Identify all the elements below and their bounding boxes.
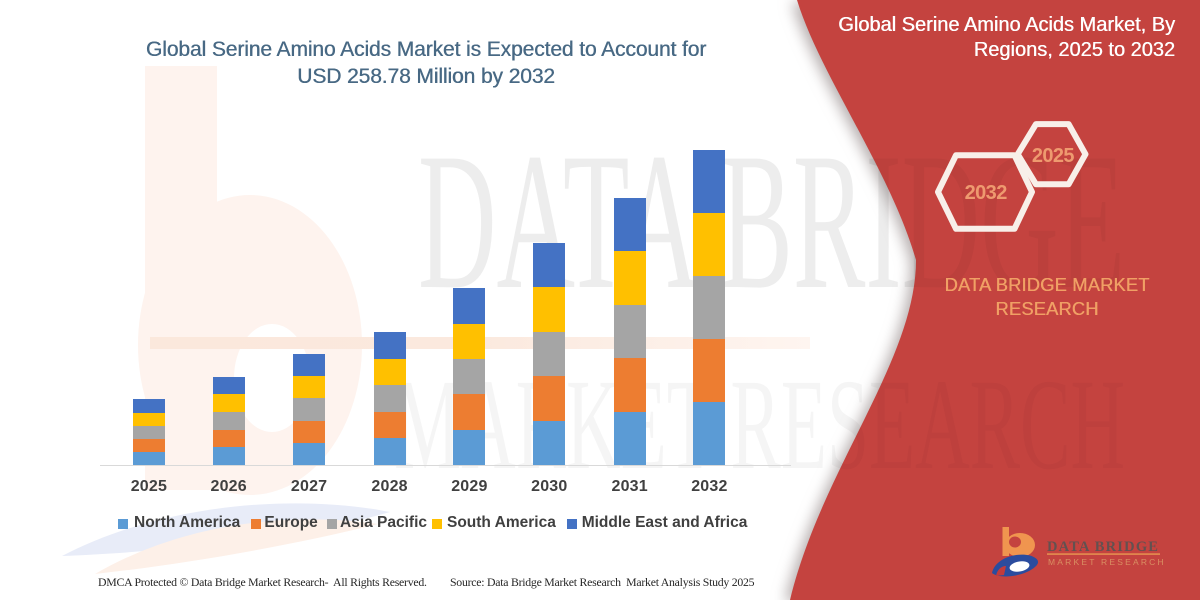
svg-text:MARKET RESEARCH: MARKET RESEARCH <box>1048 557 1166 567</box>
svg-text:2025: 2025 <box>1032 145 1075 167</box>
svg-text:2032: 2032 <box>965 182 1008 204</box>
svg-text:DATA BRIDGE: DATA BRIDGE <box>418 113 1125 330</box>
svg-text:DATA BRIDGE: DATA BRIDGE <box>1047 539 1159 555</box>
